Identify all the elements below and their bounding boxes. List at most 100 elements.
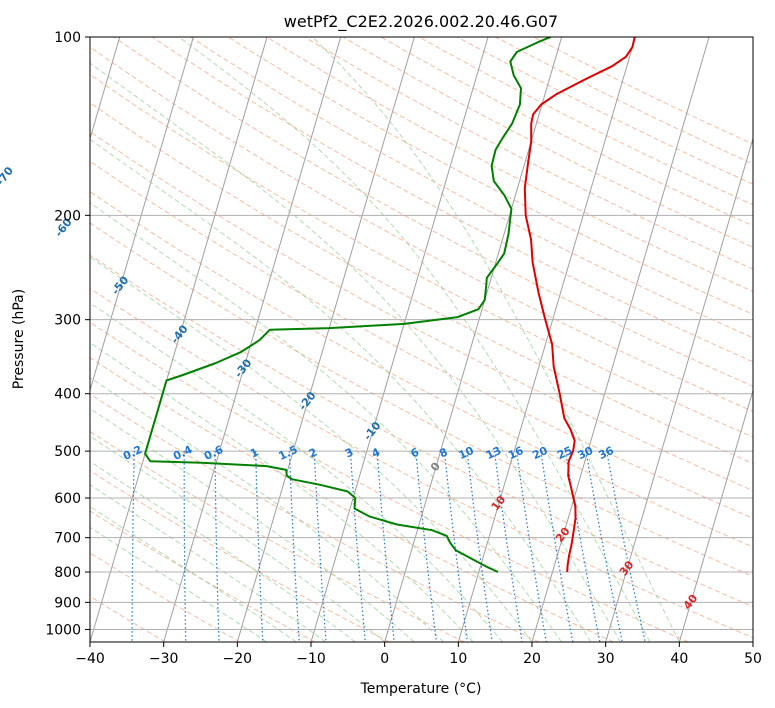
mixing-ratio-line	[376, 451, 395, 642]
x-tick-label: 40	[670, 651, 688, 667]
mixing-ratio-label: 13	[484, 444, 503, 462]
dry-adiabat	[457, 37, 753, 185]
x-tick-label: 30	[597, 651, 615, 667]
mixing-ratio-line	[606, 450, 646, 642]
dry-adiabat	[380, 37, 753, 227]
temperature-line	[523, 37, 636, 573]
moist-adiabat	[90, 435, 386, 642]
moist-adiabat	[90, 62, 621, 642]
dry-adiabat	[90, 131, 753, 492]
y-tick-label: 400	[54, 387, 81, 403]
isotherm	[457, 37, 636, 642]
isotherm	[531, 37, 710, 642]
moist-adiabat	[90, 138, 592, 642]
background-lines	[82, 37, 753, 642]
x-tick-label: −10	[296, 651, 326, 667]
dry-adiabat	[90, 222, 753, 577]
isotherm-label: 40	[681, 592, 701, 612]
moist-adiabat	[90, 256, 533, 642]
moist-adiabat	[90, 460, 356, 642]
moist-adiabat	[90, 202, 562, 642]
dry-adiabat	[266, 37, 753, 293]
moist-adiabat	[90, 407, 415, 642]
isotherm-label: 30	[617, 558, 637, 578]
mixing-ratio-label: 0.2	[121, 443, 144, 463]
isotherm-label: -40	[168, 322, 191, 346]
dry-adiabat	[342, 37, 753, 248]
mixing-ratio-label: 3	[343, 446, 355, 461]
mixing-ratio-label: 10	[457, 444, 477, 462]
moist-adiabat	[90, 484, 326, 642]
mixing-ratio-label: 1.5	[277, 443, 300, 463]
x-tick-label: −20	[223, 651, 253, 667]
dry-adiabat	[90, 357, 614, 642]
moist-adiabat	[90, 376, 444, 642]
mixing-ratio-label: 20	[530, 444, 550, 462]
isotherm	[752, 640, 753, 642]
mixing-ratio-label: 25	[555, 444, 574, 462]
mixing-ratio-label: 0.6	[202, 443, 225, 463]
dry-adiabat	[90, 470, 390, 642]
isotherm-label: 0	[428, 460, 443, 474]
mixing-ratio-line	[443, 451, 469, 642]
mixing-ratio-label: 0.4	[171, 443, 194, 463]
mixing-ratio-label: 6	[409, 445, 422, 460]
dry-adiabat	[90, 431, 465, 642]
mixing-ratio-line	[214, 451, 220, 642]
dry-adiabat	[304, 37, 753, 270]
isotherm-label: -70	[0, 164, 16, 188]
mixing-ratio-label: 16	[506, 444, 526, 462]
dry-adiabat	[90, 510, 315, 642]
profile-lines	[144, 37, 636, 573]
x-tick-label: 50	[744, 651, 762, 667]
isotherm-label: -30	[232, 356, 255, 380]
mixing-ratio-label: 8	[437, 446, 449, 461]
moist-adiabat	[90, 342, 474, 642]
mixing-ratio-line	[466, 451, 493, 642]
mixing-ratio-line	[349, 451, 366, 642]
dry-adiabat	[90, 191, 753, 548]
plot-frame	[89, 36, 754, 643]
mixing-ratio-line	[288, 451, 300, 642]
isotherm	[605, 136, 753, 642]
y-tick-label: 800	[54, 565, 81, 581]
mixing-ratio-label: 4	[370, 445, 383, 460]
dry-adiabat	[418, 37, 753, 206]
x-axis-title: Temperature (°C)	[360, 681, 482, 697]
dry-adiabat	[228, 37, 753, 315]
dry-adiabat	[495, 37, 753, 165]
y-tick-label: 300	[54, 313, 81, 329]
mixing-ratio-line	[131, 451, 135, 642]
mixing-ratio-line	[493, 451, 523, 642]
isotherm-label: -10	[361, 419, 384, 443]
isotherm	[236, 37, 415, 642]
mixing-ratio-line	[255, 451, 264, 642]
dry-adiabat	[90, 73, 753, 438]
y-tick-label: 1000	[45, 622, 81, 638]
mixing-ratio-line	[82, 451, 88, 642]
mixing-ratio-label: 30	[576, 444, 596, 462]
moist-adiabat	[178, 37, 651, 642]
isotherm-label: -20	[296, 389, 319, 413]
y-tick-label: 200	[54, 208, 81, 224]
mixing-ratio-line	[313, 451, 327, 642]
moist-adiabat	[312, 37, 680, 642]
y-tick-label: 700	[54, 531, 81, 547]
isotherm	[90, 37, 268, 642]
y-tick-label: 500	[54, 444, 81, 460]
axes: −40 −30 −20 −10 0 10 20 30 40 5010020030040050060…	[45, 30, 762, 667]
y-tick-label: 100	[54, 30, 81, 46]
dry-adiabat	[90, 102, 753, 465]
mixing-ratio-line	[183, 451, 187, 642]
dewpoint-line	[144, 37, 552, 573]
dry-adiabat	[90, 552, 241, 642]
moist-adiabat	[90, 302, 503, 642]
chart-title: wetPf2_C2E2.2026.002.20.46.G07	[284, 12, 558, 32]
x-tick-label: 0	[380, 651, 389, 667]
dry-adiabat	[90, 321, 689, 642]
x-tick-label: −30	[149, 651, 179, 667]
isotherm-label: 10	[489, 493, 509, 513]
y-tick-label: 600	[54, 491, 81, 507]
y-axis-title: Pressure (hPa)	[11, 289, 27, 389]
